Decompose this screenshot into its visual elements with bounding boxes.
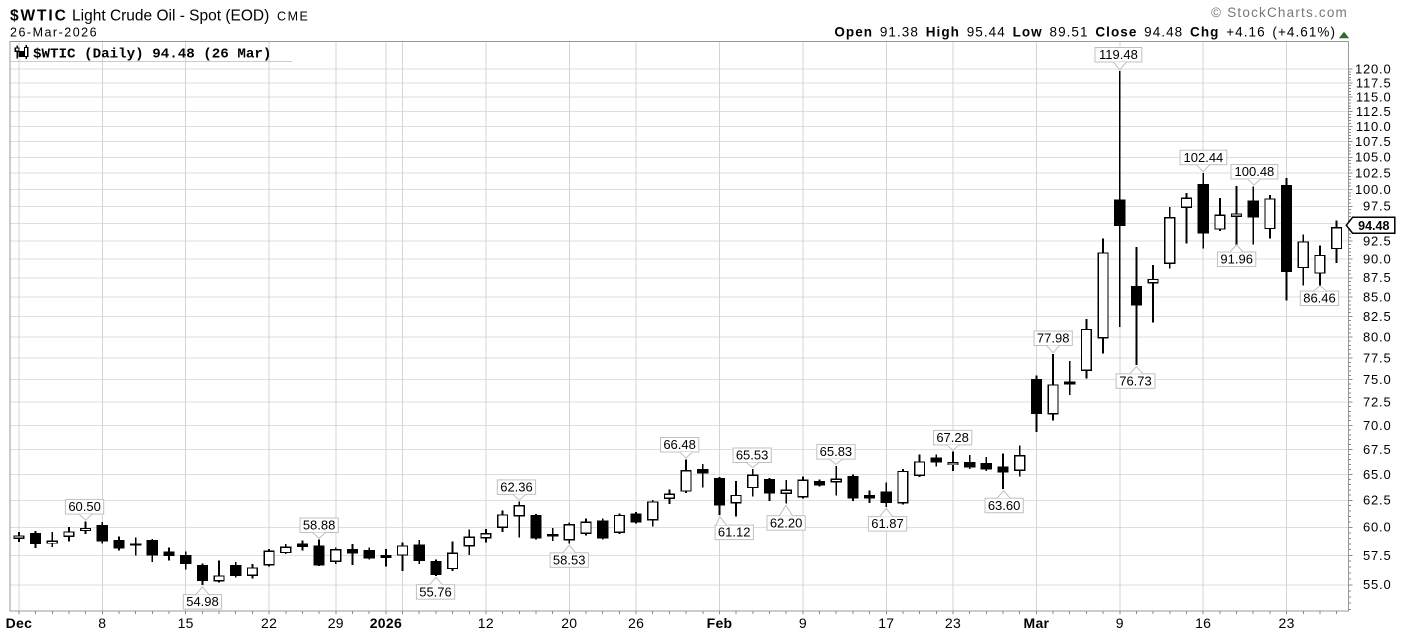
svg-text:54.98: 54.98 <box>186 594 219 609</box>
svg-text:94.48: 94.48 <box>1358 219 1389 233</box>
svg-text:75.0: 75.0 <box>1363 372 1392 387</box>
svg-text:9: 9 <box>799 615 807 631</box>
svg-text:23: 23 <box>945 615 961 631</box>
svg-text:65.0: 65.0 <box>1363 467 1392 482</box>
svg-text:62.36: 62.36 <box>500 480 533 495</box>
svg-text:63.60: 63.60 <box>988 498 1021 513</box>
svg-text:22: 22 <box>261 615 277 631</box>
svg-text:97.5: 97.5 <box>1363 199 1392 214</box>
svg-text:91.96: 91.96 <box>1220 252 1253 267</box>
svg-text:55.0: 55.0 <box>1363 577 1392 592</box>
svg-text:58.53: 58.53 <box>553 552 586 567</box>
svg-text:20: 20 <box>561 615 577 631</box>
svg-text:$WTIC Light Crude Oil - Spot (: $WTIC Light Crude Oil - Spot (EOD) CME <box>10 8 309 25</box>
svg-text:67.5: 67.5 <box>1363 442 1392 457</box>
svg-text:77.98: 77.98 <box>1037 331 1070 346</box>
svg-text:107.5: 107.5 <box>1355 134 1392 149</box>
svg-text:8: 8 <box>98 615 106 631</box>
svg-text:61.12: 61.12 <box>718 525 751 540</box>
svg-text:9: 9 <box>1116 615 1124 631</box>
svg-text:67.28: 67.28 <box>936 430 969 445</box>
svg-text:90.0: 90.0 <box>1363 252 1392 267</box>
svg-text:Mar: Mar <box>1024 615 1050 631</box>
svg-text:66.48: 66.48 <box>663 437 696 452</box>
svg-text:26: 26 <box>628 615 644 631</box>
svg-text:100.48: 100.48 <box>1235 164 1275 179</box>
svg-text:120.0: 120.0 <box>1355 61 1392 76</box>
svg-text:$WTIC (Daily) 94.48 (26 Mar): $WTIC (Daily) 94.48 (26 Mar) <box>33 47 271 63</box>
svg-text:Open 91.38 High 95.44 Low 89: Open 91.38 High 95.44 Low 89.51 Close 94… <box>834 25 1336 40</box>
svg-text:112.5: 112.5 <box>1356 104 1392 119</box>
svg-text:72.5: 72.5 <box>1363 395 1392 410</box>
svg-text:15: 15 <box>178 615 194 631</box>
svg-text:117.5: 117.5 <box>1356 75 1392 90</box>
svg-text:105.0: 105.0 <box>1355 150 1392 165</box>
svg-text:115.0: 115.0 <box>1356 90 1392 105</box>
svg-text:17: 17 <box>878 615 894 631</box>
svg-text:29: 29 <box>328 615 344 631</box>
svg-text:60.0: 60.0 <box>1363 520 1392 535</box>
svg-text:102.44: 102.44 <box>1184 150 1224 165</box>
svg-text:Dec: Dec <box>6 615 33 631</box>
svg-text:61.87: 61.87 <box>871 516 904 531</box>
svg-text:12: 12 <box>478 615 494 631</box>
svg-text:86.46: 86.46 <box>1303 291 1336 306</box>
svg-text:65.83: 65.83 <box>820 444 853 459</box>
svg-text:100.0: 100.0 <box>1355 182 1392 197</box>
svg-text:70.0: 70.0 <box>1363 418 1392 433</box>
svg-text:62.20: 62.20 <box>770 515 803 530</box>
svg-text:80.0: 80.0 <box>1363 330 1392 345</box>
svg-text:82.5: 82.5 <box>1363 309 1392 324</box>
svg-text:58.88: 58.88 <box>303 518 336 533</box>
svg-text:77.5: 77.5 <box>1363 351 1392 366</box>
svg-text:85.0: 85.0 <box>1363 289 1392 304</box>
svg-text:Feb: Feb <box>707 615 733 631</box>
svg-text:60.50: 60.50 <box>68 499 101 514</box>
svg-text:16: 16 <box>1195 615 1211 631</box>
svg-text:119.48: 119.48 <box>1099 47 1138 62</box>
svg-text:26-Mar-2026: 26-Mar-2026 <box>10 26 98 40</box>
svg-text:92.5: 92.5 <box>1363 234 1392 249</box>
svg-text:57.5: 57.5 <box>1363 548 1392 563</box>
svg-text:87.5: 87.5 <box>1363 270 1392 285</box>
svg-text:62.5: 62.5 <box>1363 493 1392 508</box>
svg-text:55.76: 55.76 <box>419 584 452 599</box>
svg-text:76.73: 76.73 <box>1119 373 1152 388</box>
svg-text:110.0: 110.0 <box>1356 119 1392 134</box>
svg-text:2026: 2026 <box>370 615 402 631</box>
svg-text:65.53: 65.53 <box>736 448 769 463</box>
svg-text:© StockCharts.com: © StockCharts.com <box>1211 5 1348 20</box>
svg-text:23: 23 <box>1279 615 1295 631</box>
svg-text:102.5: 102.5 <box>1355 166 1392 181</box>
